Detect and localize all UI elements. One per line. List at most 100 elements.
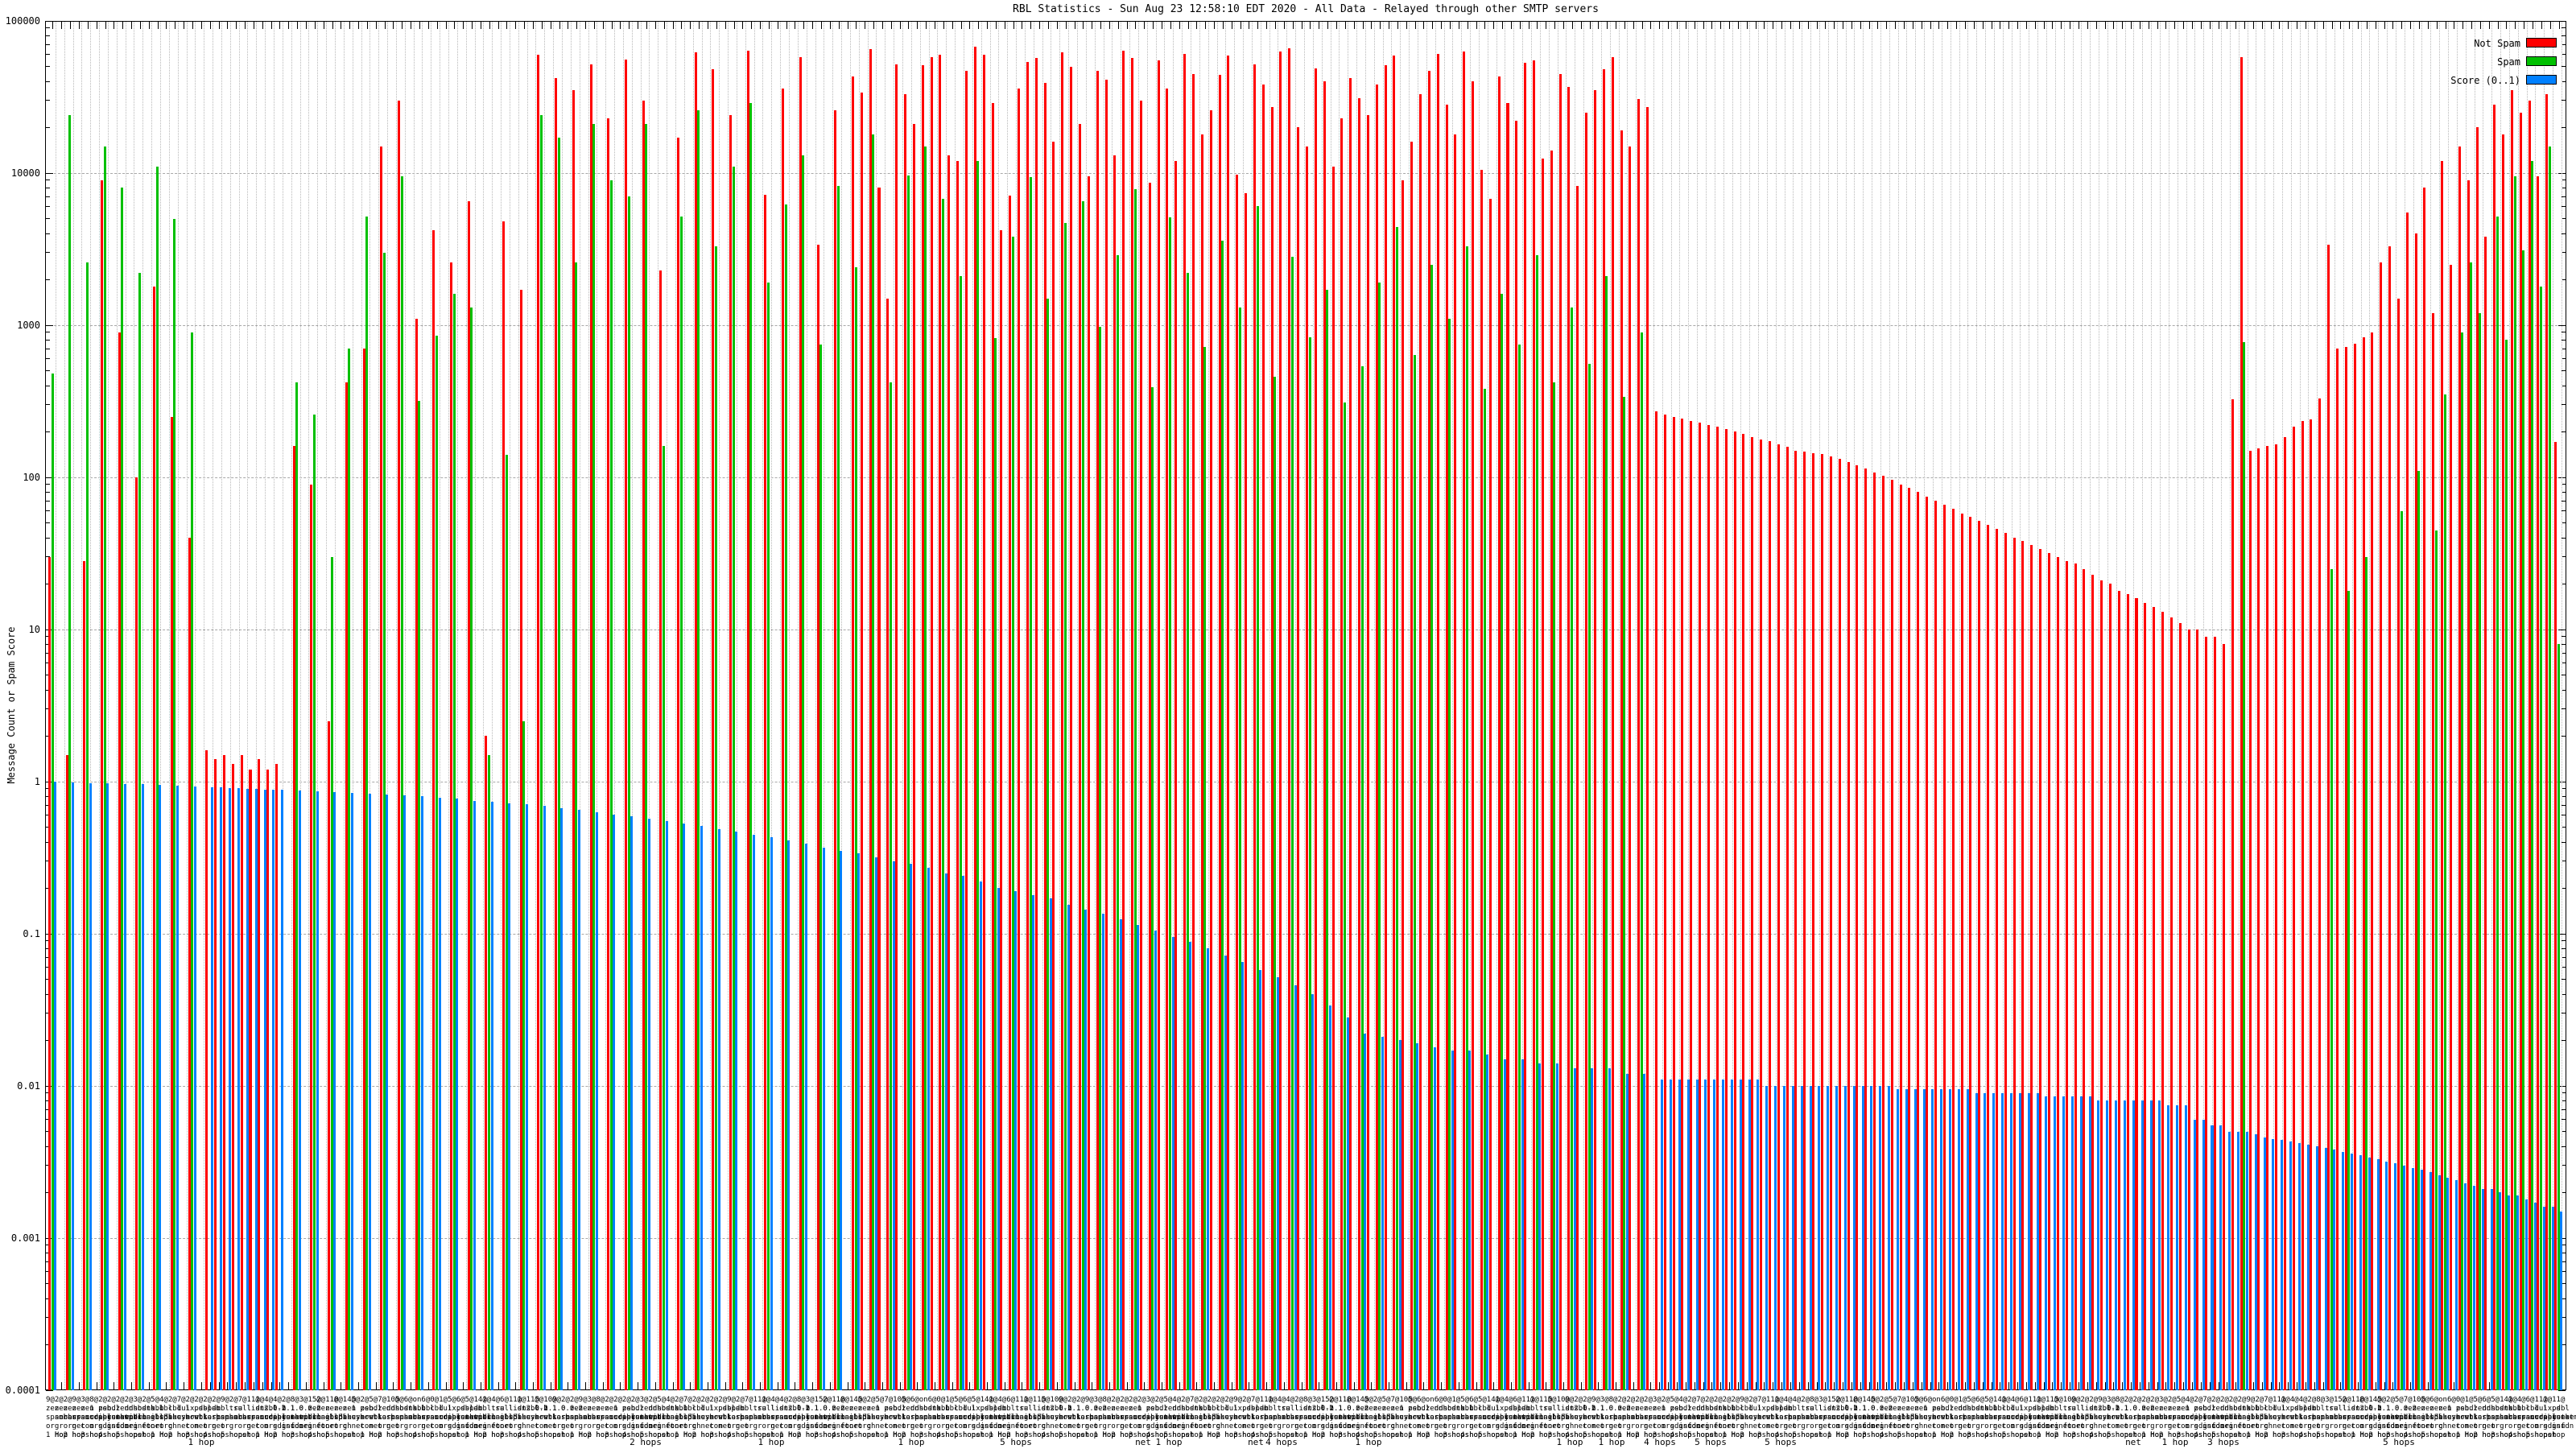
x-slot-tick <box>1956 1382 1958 1389</box>
v-gridline <box>1766 22 1768 1389</box>
legend-swatch-score-icon <box>2526 75 2557 85</box>
bar-spam <box>2417 471 2421 1390</box>
v-gridline <box>1426 22 1427 1389</box>
bar-not-spam <box>1245 192 1248 1390</box>
x-slot-tick <box>122 22 124 29</box>
x-slot-tick <box>2261 1382 2263 1389</box>
y-minor-tick <box>2562 735 2566 737</box>
bar-not-spam <box>1122 50 1125 1390</box>
y-minor-tick <box>2562 1131 2566 1133</box>
v-gridline <box>858 22 860 1389</box>
bar-not-spam <box>1881 476 1885 1390</box>
v-gridline <box>972 22 973 1389</box>
x-slot-tick <box>2104 22 2106 29</box>
bar-spam <box>1501 294 1504 1390</box>
bar-spam <box>505 455 508 1390</box>
y-minor-tick <box>2562 795 2566 797</box>
bar-not-spam <box>170 416 173 1390</box>
v-gridline <box>1600 22 1602 1389</box>
x-slot-tick <box>2427 1382 2429 1389</box>
bar-score <box>1328 1005 1331 1390</box>
v-gridline <box>1409 22 1410 1389</box>
bar-not-spam <box>1847 462 1850 1390</box>
bar-not-spam <box>2335 349 2339 1390</box>
bar-not-spam <box>2414 233 2417 1390</box>
v-gridline <box>937 22 939 1389</box>
x-slot-tick <box>1423 1382 1425 1389</box>
v-gridline <box>1304 22 1305 1389</box>
x-slot-tick <box>611 22 613 29</box>
bar-not-spam <box>851 76 854 1390</box>
x-slot-tick <box>1703 1382 1704 1389</box>
bar-spam <box>2540 286 2543 1390</box>
legend-label-score: Score (0..1) <box>2450 75 2520 86</box>
x-tick-label: 7@ ubl s5h org hop <box>683 1396 697 1439</box>
bar-not-spam <box>48 556 52 1390</box>
x-slot-tick <box>131 22 133 29</box>
x-slot-tick <box>1633 1382 1634 1389</box>
bar-spam <box>418 400 421 1390</box>
v-gridline <box>2465 22 2467 1389</box>
x-slot-tick <box>2270 22 2272 29</box>
bar-not-spam <box>1306 146 1309 1390</box>
bar-spam <box>1099 326 1102 1390</box>
y-minor-tick <box>46 126 50 128</box>
v-gridline <box>142 22 144 1389</box>
bar-spam <box>2461 332 2464 1390</box>
bar-not-spam <box>1969 517 1972 1390</box>
x-slot-tick <box>681 22 683 29</box>
x-slot-tick <box>2104 1382 2106 1389</box>
x-slot-tick <box>1083 22 1084 29</box>
bar-score <box>1364 1034 1367 1390</box>
bar-spam <box>1011 237 1014 1390</box>
x-slot-tick <box>497 1382 499 1389</box>
bar-not-spam <box>2344 346 2347 1390</box>
bar-not-spam <box>1890 480 1893 1390</box>
x-tick-label: 6@ zen s5h org hops <box>2429 1396 2447 1439</box>
v-gridline <box>99 22 101 1389</box>
y-minor-tick <box>46 510 50 512</box>
x-slot-tick <box>245 1382 246 1389</box>
v-gridline <box>1967 22 1969 1389</box>
x-slot-tick <box>200 1382 202 1389</box>
bar-score <box>962 876 965 1390</box>
x-group-label: 4 hops <box>1644 1437 1676 1447</box>
bar-score <box>2281 1140 2284 1390</box>
v-gridline <box>631 22 633 1389</box>
bar-not-spam <box>1323 81 1326 1390</box>
v-gridline <box>980 22 982 1389</box>
bar-not-spam <box>939 54 942 1390</box>
x-slot-tick <box>1834 22 1835 29</box>
v-gridline <box>675 22 676 1389</box>
bar-not-spam <box>1864 469 1868 1390</box>
bar-not-spam <box>1558 73 1562 1390</box>
x-slot-tick <box>2488 22 2490 29</box>
bar-score <box>2219 1125 2223 1390</box>
x-slot-tick <box>1659 22 1661 29</box>
bar-not-spam <box>1533 60 1536 1390</box>
x-tick-label: 11@ list s5h org hops <box>1032 1396 1051 1439</box>
y-minor-tick <box>2562 1261 2566 1262</box>
bar-score <box>1224 955 1227 1390</box>
x-slot-tick <box>1790 22 1792 29</box>
x-slot-tick <box>1711 22 1713 29</box>
y-minor-tick <box>46 940 50 942</box>
y-minor-tick <box>46 1092 50 1094</box>
x-slot-tick <box>279 22 281 29</box>
x-slot-tick <box>1449 22 1451 29</box>
bar-not-spam <box>2231 399 2234 1390</box>
y-minor-tick <box>2562 1317 2566 1319</box>
bar-not-spam <box>2187 630 2190 1390</box>
bar-spam <box>662 446 665 1390</box>
x-slot-tick <box>2200 1382 2202 1389</box>
bar-not-spam <box>1942 505 1946 1390</box>
v-gridline <box>762 22 764 1389</box>
bar-not-spam <box>1506 102 1509 1390</box>
x-slot-tick <box>2506 22 2508 29</box>
x-slot-tick <box>2358 22 2359 29</box>
x-slot-tick <box>1746 1382 1748 1389</box>
bar-spam <box>1290 257 1294 1390</box>
v-gridline <box>492 22 493 1389</box>
x-slot-tick <box>52 22 54 29</box>
